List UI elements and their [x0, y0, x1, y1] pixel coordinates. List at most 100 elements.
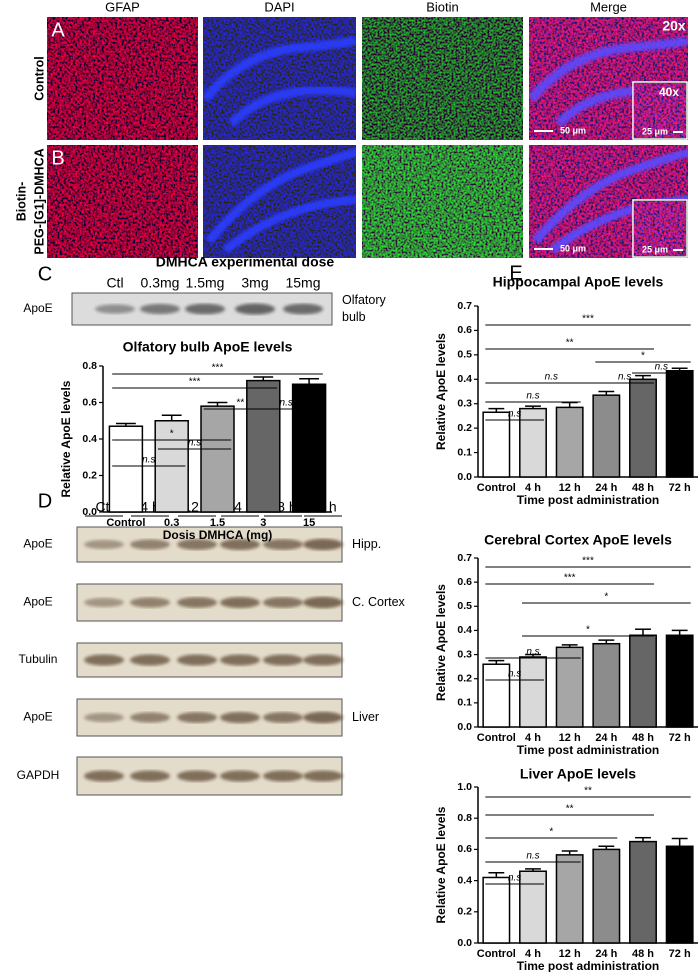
error-bar	[671, 837, 688, 847]
chart-title: Cerebral Cortex ApoE levels	[484, 532, 672, 548]
blot-row-label: ApoE	[23, 537, 52, 551]
image-noise	[47, 17, 198, 140]
cell-layer	[203, 35, 356, 102]
significance-label: ***	[212, 363, 224, 374]
blot-band	[303, 596, 343, 609]
y-tick-label: 0.6	[457, 324, 472, 336]
blot-band	[95, 304, 135, 314]
blot-band	[220, 538, 260, 551]
x-tick-label: 48 h	[632, 732, 654, 744]
image-noise	[362, 17, 523, 140]
significance-label: n.s	[142, 455, 155, 466]
significance-label: n.s	[618, 372, 631, 383]
x-tick-label: 48 h	[632, 948, 654, 960]
y-tick-label: 1.0	[457, 781, 472, 793]
bar	[665, 634, 694, 728]
error-bar	[598, 639, 615, 644]
blot-row-label: Tubulin	[19, 652, 58, 666]
micrograph	[47, 145, 198, 258]
significance-label: **	[566, 804, 574, 815]
error-bar	[161, 414, 182, 421]
x-axis-label: Dosis DMHCA (mg)	[163, 528, 273, 542]
y-tick-label: 0.8	[457, 812, 472, 824]
row-label: Control	[32, 56, 46, 100]
error-bar	[671, 629, 688, 636]
error-bar	[253, 376, 274, 381]
magnification: 20x	[662, 18, 686, 34]
bar	[555, 854, 584, 944]
y-tick-label: 0.0	[457, 937, 472, 949]
blot-row-label: ApoE	[23, 301, 52, 315]
blot-tissue-label: bulb	[342, 310, 366, 324]
bar	[482, 876, 511, 944]
significance-label: n.s	[655, 362, 668, 373]
y-axis-label: Relative ApoE levels	[59, 380, 73, 497]
significance-label: *	[641, 351, 645, 362]
panel-letter: D	[38, 490, 52, 512]
y-tick-label: 0.3	[457, 397, 472, 409]
row-label: Biotin-	[14, 182, 28, 222]
chart-title: Hippocampal ApoE levels	[493, 274, 664, 290]
blot-band	[263, 539, 303, 550]
significance-label: ***	[189, 377, 201, 388]
blot-band	[220, 711, 260, 724]
x-tick-label: 24 h	[595, 482, 617, 494]
x-tick-label: Control	[477, 482, 516, 494]
blot-band	[220, 770, 260, 782]
blot-band	[263, 770, 303, 782]
cell-layer	[205, 148, 356, 244]
blot-band	[283, 303, 323, 315]
x-tick-label: 0.3	[164, 517, 179, 529]
blot-row-label: ApoE	[23, 595, 52, 609]
blot-band	[177, 539, 217, 550]
error-bar	[671, 367, 688, 371]
x-axis-label: Time post administration	[517, 959, 659, 972]
x-tick-label: 15	[303, 517, 315, 529]
error-bar	[635, 628, 651, 636]
significance-label: **	[584, 786, 592, 797]
significance-label: n.s	[526, 851, 539, 862]
y-tick-label: 0.2	[457, 422, 472, 434]
x-tick-label: 12 h	[559, 732, 581, 744]
y-tick-label: 0.2	[82, 469, 97, 481]
x-tick-label: 72 h	[669, 948, 691, 960]
bar	[629, 634, 657, 728]
x-tick-label: Control	[477, 732, 516, 744]
significance-label: n.s	[508, 409, 521, 420]
y-tick-label: 0.0	[457, 471, 472, 483]
bar	[482, 411, 511, 478]
y-tick-label: 0.7	[457, 300, 472, 312]
blot-band	[220, 654, 260, 666]
error-bar	[488, 407, 505, 413]
bar	[519, 656, 547, 728]
y-tick-label: 0.4	[457, 373, 472, 385]
bar	[592, 642, 621, 728]
x-tick-label: 24 h	[595, 948, 617, 960]
x-tick-label: 3	[260, 517, 266, 529]
blot-tissue-label: Liver	[352, 710, 379, 724]
blot-band	[177, 770, 217, 782]
significance-label: n.s	[545, 372, 558, 383]
y-axis-label: Relative ApoE levels	[434, 806, 448, 923]
cell-layer	[529, 35, 688, 102]
x-tick-label: 72 h	[669, 732, 691, 744]
blot-band	[235, 303, 275, 315]
blot-band	[130, 597, 170, 608]
y-tick-label: 0.8	[82, 360, 97, 372]
x-tick-label: 12 h	[559, 948, 581, 960]
y-tick-label: 0.5	[457, 600, 472, 612]
error-bar	[561, 850, 578, 855]
bar	[291, 383, 327, 513]
error-bar	[488, 659, 505, 665]
blot-band	[263, 712, 303, 723]
blot-band	[303, 538, 343, 551]
x-axis-label: Time post administration	[517, 743, 659, 757]
cell-layer	[531, 148, 688, 244]
bar	[519, 870, 547, 944]
significance-label: ***	[564, 573, 576, 584]
inset-noise-blue	[634, 83, 686, 138]
y-tick-label: 0.1	[457, 446, 472, 458]
panel-letter: E	[509, 262, 522, 284]
y-tick-label: 0.2	[457, 672, 472, 684]
